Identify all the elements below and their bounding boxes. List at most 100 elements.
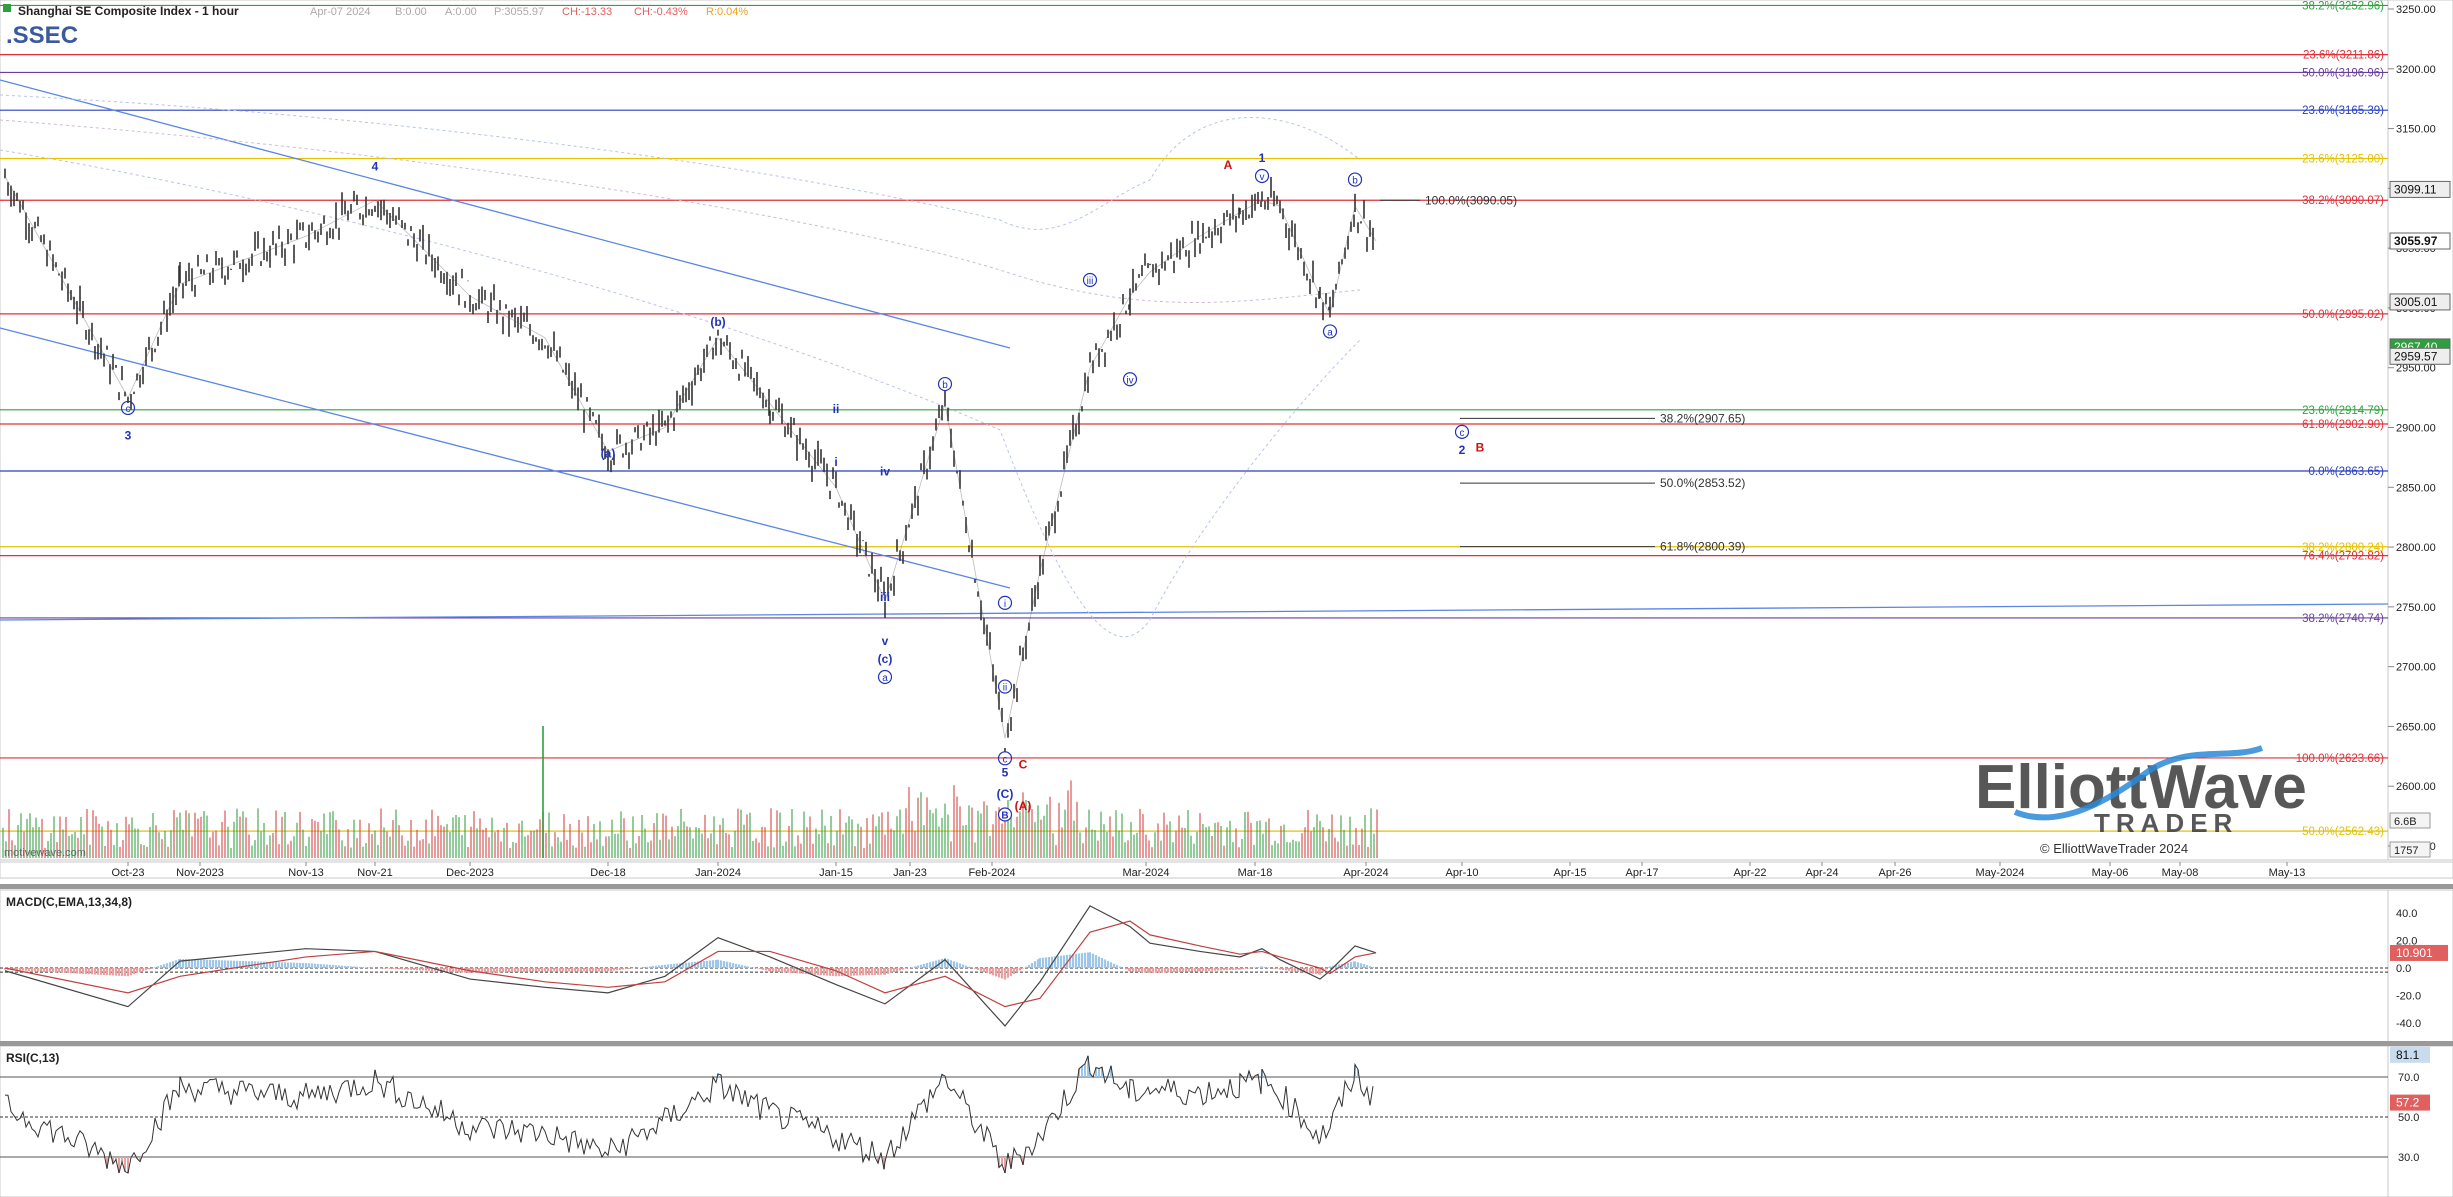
fib-level-label: 23.6%(3165.39) [2302,105,2384,117]
wave-label-circle [1322,324,1338,339]
wave-label: ii [833,402,840,416]
wave-label: b [1352,176,1358,187]
time-tick-label: May-06 [2092,867,2129,879]
time-tick-label: Apr-17 [1625,867,1658,879]
time-tick-label: Oct-23 [111,867,144,879]
wave-label: A [1224,158,1233,172]
macd-value-tag [2390,944,2448,961]
fib-level-label: 38.2%(3090.07) [2302,195,2384,207]
macd-panel: MACD(C,EMA,13,34,8) 40.0 20.0 0.0 -20.0 -40.… [0,895,2448,1030]
rsi-value-label: 81.1 [2396,1048,2420,1062]
time-tick-label: Jan-2024 [695,867,741,879]
wave-label-circle [1454,424,1470,439]
price-tag [2389,347,2451,365]
fib-level-label: 23.6%(2914.79) [2302,405,2384,417]
fib-level-label: 50.0%(3196.96) [2302,67,2384,79]
wave-label-circle [997,595,1013,610]
wave-label: v [1260,172,1265,183]
logo-swoosh-icon [2013,745,2264,821]
wave-label: b [942,380,948,391]
wave-label: c [126,404,131,415]
time-tick-label: May-13 [2269,867,2306,879]
projection-label: 50.0%(2853.52) [1660,476,1745,490]
macd-tick-label: 40.0 [2396,908,2417,920]
wave-label-circle [1122,372,1138,387]
time-tick-label: Nov-21 [357,867,392,879]
wave-label: c [1003,754,1008,765]
time-tick-label: Apr-15 [1553,867,1586,879]
price-axis: 3250.003200.003150.003100.003050.003000.… [2388,4,2436,853]
rsi-tick-label: 70.0 [2398,1072,2419,1084]
wave-label: 1 [1259,151,1266,165]
wave-label-circle [937,376,953,392]
time-tick-label: Mar-18 [1238,867,1273,879]
volume-bars [2,726,1378,858]
projection-label: 38.2%(2907.65) [1660,411,1745,425]
rsi-tick-label: 30.0 [2398,1152,2419,1164]
quote-range: R:0.04% [706,6,748,18]
quote-ask: A:0.00 [445,6,477,18]
wave-label: C [1019,757,1028,771]
price-tick-label: 3150.00 [2396,124,2436,136]
price-tick-label: 2900.00 [2396,423,2436,435]
price-tick-label: 2950.00 [2396,363,2436,375]
price-tag-label: 3099.11 [2394,182,2437,196]
projection-levels: 100.0%(3090.05) 38.2%(2907.65) 50.0%(2853.… [1380,193,1745,554]
quote-bid: B:0.00 [395,6,427,18]
bollinger-band-upper [0,94,1361,230]
time-axis: Oct-23 Nov-2023 Nov-13 Nov-21 Dec-2023 Dec-18… [111,862,2305,879]
volume-tag [2389,841,2431,858]
price-tag-label: 3005.01 [2394,295,2438,309]
wave-label: i [834,455,837,469]
macd-title: MACD(C,EMA,13,34,8) [6,895,132,909]
time-tick-label: Nov-13 [288,867,323,879]
time-tick-label: Apr-22 [1733,867,1766,879]
fib-level-label: 23.6%(3211.86) [2303,50,2384,62]
price-tag [2389,232,2451,250]
rsi-panel: RSI(C,13) 70.0 50.0 30.0 81.1 57.2 [0,1046,2430,1174]
fib-level-label: 76.4%(2792.82) [2302,551,2384,563]
elliottwave-logo: ElliottWave TRADER © ElliottWaveTrader 2… [4,745,2307,859]
logo-text: ElliottWave [1975,753,2307,822]
wave-labels: 3c4(a)(b)iiiiviiiv(c)abiiic5(C)BC(A)iiii… [120,151,1485,822]
wave-label: v [882,634,889,648]
wave-label-circle [877,669,893,685]
wave-label-circle [120,400,136,416]
volume-tag [2389,812,2431,829]
macd-value-label: 10.901 [2396,946,2433,960]
channel-line-lower [0,327,1011,589]
wave-label: (A) [1015,799,1032,813]
wave-label-circle [997,807,1013,822]
quote-change: CH:-13.33 [562,6,612,18]
wave-label: iv [880,464,890,478]
price-tick-label: 2850.00 [2396,482,2436,494]
wave-label: B [1001,810,1008,821]
rsi-value-tag [2390,1094,2430,1111]
logo-subtext: TRADER [2094,808,2238,838]
time-tick-label: Jan-23 [893,867,927,879]
wave-label-circle [997,751,1013,766]
moving-average [0,119,1361,303]
macd-signal-line [4,920,1377,1008]
wave-label: i [1004,599,1006,610]
fib-level-label: 23.6%(3125.00) [2302,153,2384,165]
quote-change-pct: CH:-0.43% [634,6,688,18]
chart-title: Shanghai SE Composite Index - 1 hour [18,4,239,18]
time-tick-label: May-2024 [1976,867,2025,879]
wave-label: iv [1126,375,1133,386]
price-tick-label: 3250.00 [2396,4,2436,16]
fib-lines: 38.2%(3252.96) 23.6%(3211.86) 50.0%(3196.9… [0,0,2388,838]
wave-label-circle [997,679,1013,694]
macd-tick-label: -40.0 [2396,1018,2421,1030]
fib-level-label: 61.8%(2902.90) [2302,419,2384,431]
time-tick-label: Dec-2023 [446,867,494,879]
copyright-text: © ElliottWaveTrader 2024 [2040,841,2188,856]
status-icon [3,4,11,12]
price-tags: 3099.113055.973005.012967.402959.576.6B1… [2389,180,2451,858]
wave-label: 4 [372,159,379,173]
price-tick-label: 3200.00 [2396,64,2436,76]
rsi-value-label: 57.2 [2396,1096,2420,1110]
price-tag-label: 3055.97 [2394,234,2438,248]
fib-level-label: 38.2%(2800.24) [2302,542,2384,554]
